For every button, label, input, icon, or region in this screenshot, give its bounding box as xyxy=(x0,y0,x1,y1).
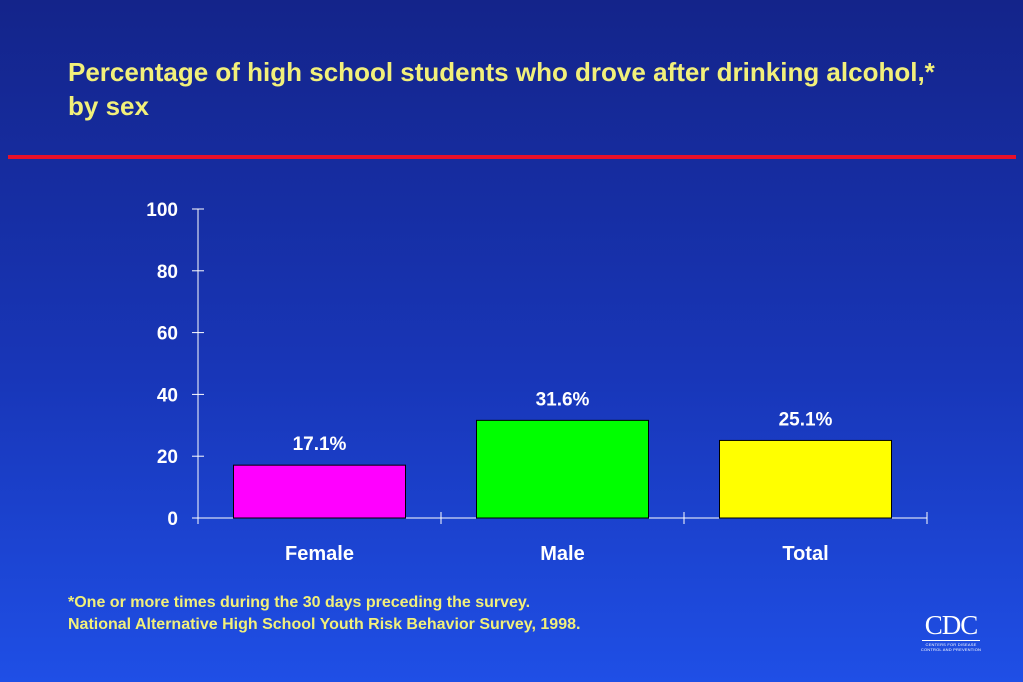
data-label-total: 25.1% xyxy=(779,409,833,430)
cdc-logo-subtext: CENTERS FOR DISEASE CONTROL AND PREVENTI… xyxy=(920,642,982,652)
slide-title: Percentage of high school students who d… xyxy=(68,57,935,121)
category-label-male: Male xyxy=(540,543,584,565)
data-label-male: 31.6% xyxy=(536,389,590,410)
bar-female xyxy=(233,464,406,519)
data-label-female: 17.1% xyxy=(293,434,347,455)
category-label-total: Total xyxy=(782,543,828,565)
cdc-logo: CDC CENTERS FOR DISEASE CONTROL AND PREV… xyxy=(918,610,984,653)
y-tick-label: 80 xyxy=(157,262,178,283)
footnote-source: National Alternative High School Youth R… xyxy=(68,616,581,633)
title-divider xyxy=(8,155,1016,159)
cdc-logo-wordmark: CDC xyxy=(924,610,979,640)
footnote-definition: *One or more times during the 30 days pr… xyxy=(68,594,531,611)
y-tick-label: 20 xyxy=(157,447,178,468)
bar-total xyxy=(719,439,892,519)
y-tick-label: 60 xyxy=(157,324,178,345)
y-tick-label: 100 xyxy=(146,200,178,221)
footnote: *One or more times during the 30 days pr… xyxy=(68,592,580,636)
category-label-female: Female xyxy=(285,543,354,565)
bar-male xyxy=(476,419,649,519)
cdc-logo-rule xyxy=(922,640,980,641)
y-tick-label: 0 xyxy=(167,509,178,530)
y-tick-label: 40 xyxy=(157,385,178,406)
